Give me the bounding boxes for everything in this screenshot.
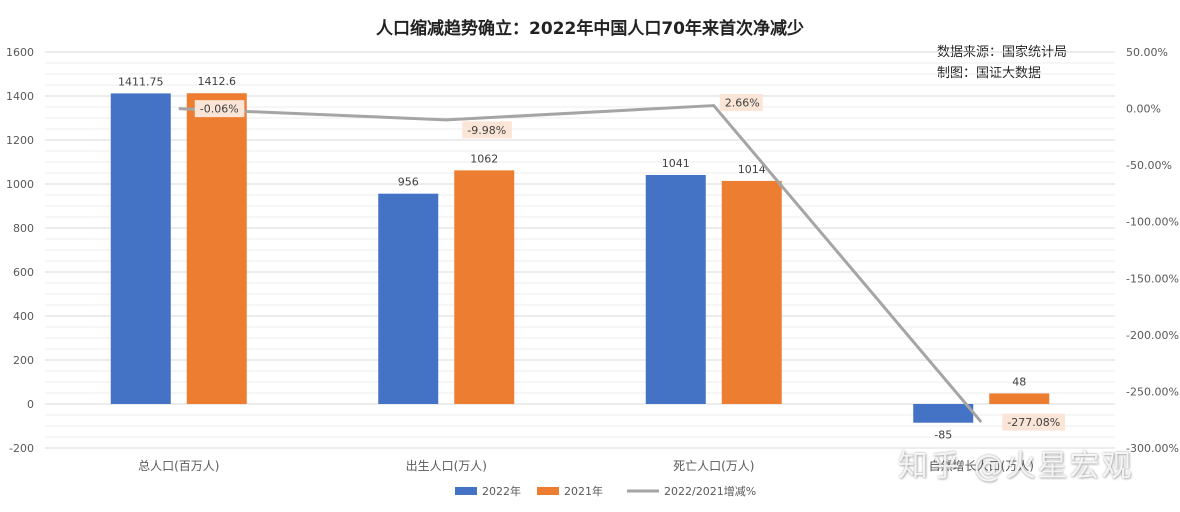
y-right-tick-label: -50.00% — [1126, 159, 1172, 172]
y-right-tick-label: -100.00% — [1126, 216, 1179, 229]
y-left-tick-label: 1200 — [6, 134, 34, 147]
bar-series1 — [645, 174, 706, 404]
line-label-box — [1002, 413, 1066, 431]
y-right-tick-label: -150.00% — [1126, 272, 1179, 285]
y-right-tick-label: -300.00% — [1126, 442, 1179, 455]
line-label-box — [719, 94, 763, 112]
line-data-label: -277.08% — [1007, 416, 1060, 429]
legend-label: 2021年 — [564, 484, 603, 498]
legend-swatch — [455, 487, 477, 495]
line-data-label: 2.66% — [725, 97, 760, 110]
y-right-tick-label: -250.00% — [1126, 385, 1179, 398]
line-label-box — [462, 121, 512, 139]
legend-label: 2022年 — [482, 484, 521, 498]
y-left-tick-label: 1400 — [6, 90, 34, 103]
bar-series1 — [913, 404, 974, 423]
y-left-tick-label: 0 — [27, 398, 34, 411]
y-left-tick-label: 200 — [13, 354, 34, 367]
x-category-label: 自然增长人口(万人) — [929, 458, 1034, 473]
x-category-label: 出生人口(万人) — [406, 459, 487, 473]
line-data-label: -9.98% — [467, 124, 506, 137]
y-left-tick-label: 1000 — [6, 178, 34, 191]
bar-data-label: 48 — [1012, 375, 1026, 388]
bar-data-label: 1014 — [738, 163, 766, 176]
y-left-tick-label: 1600 — [6, 46, 34, 59]
y-left-tick-label: 600 — [13, 266, 34, 279]
watermark: 知乎 @火星宏观 — [898, 449, 1134, 484]
line-label-box — [194, 100, 245, 118]
bar-series2 — [454, 170, 515, 404]
legend-swatch — [537, 487, 559, 495]
y-right-tick-label: 0.00% — [1126, 103, 1161, 116]
y-right-tick-label: 50.00% — [1126, 46, 1168, 59]
bar-data-label: 1062 — [470, 152, 498, 165]
y-left-tick-label: 400 — [13, 310, 34, 323]
bar-data-label: 1041 — [662, 157, 690, 170]
line-series — [178, 104, 983, 424]
bar-series2 — [721, 180, 782, 404]
bar-data-label: 1411.75 — [118, 75, 164, 88]
bar-series2 — [186, 93, 247, 404]
bar-data-label: 956 — [398, 176, 419, 189]
x-category-label: 总人口(百万人) — [138, 459, 219, 473]
bar-series2 — [989, 393, 1050, 404]
bar-series1 — [378, 193, 439, 404]
y-right-tick-label: -200.00% — [1126, 329, 1179, 342]
bar-series1 — [110, 93, 171, 404]
x-category-label: 死亡人口(万人) — [673, 459, 754, 473]
y-left-tick-label: -200 — [9, 442, 34, 455]
legend-label: 2022/2021增减% — [664, 484, 756, 498]
chart-title: 人口缩减趋势确立：2022年中国人口70年来首次净减少 — [376, 19, 804, 39]
bar-data-label: -85 — [934, 429, 952, 442]
line-data-label: -0.06% — [200, 103, 239, 116]
y-left-tick-label: 800 — [13, 222, 34, 235]
bar-data-label: 1412.6 — [198, 75, 237, 88]
